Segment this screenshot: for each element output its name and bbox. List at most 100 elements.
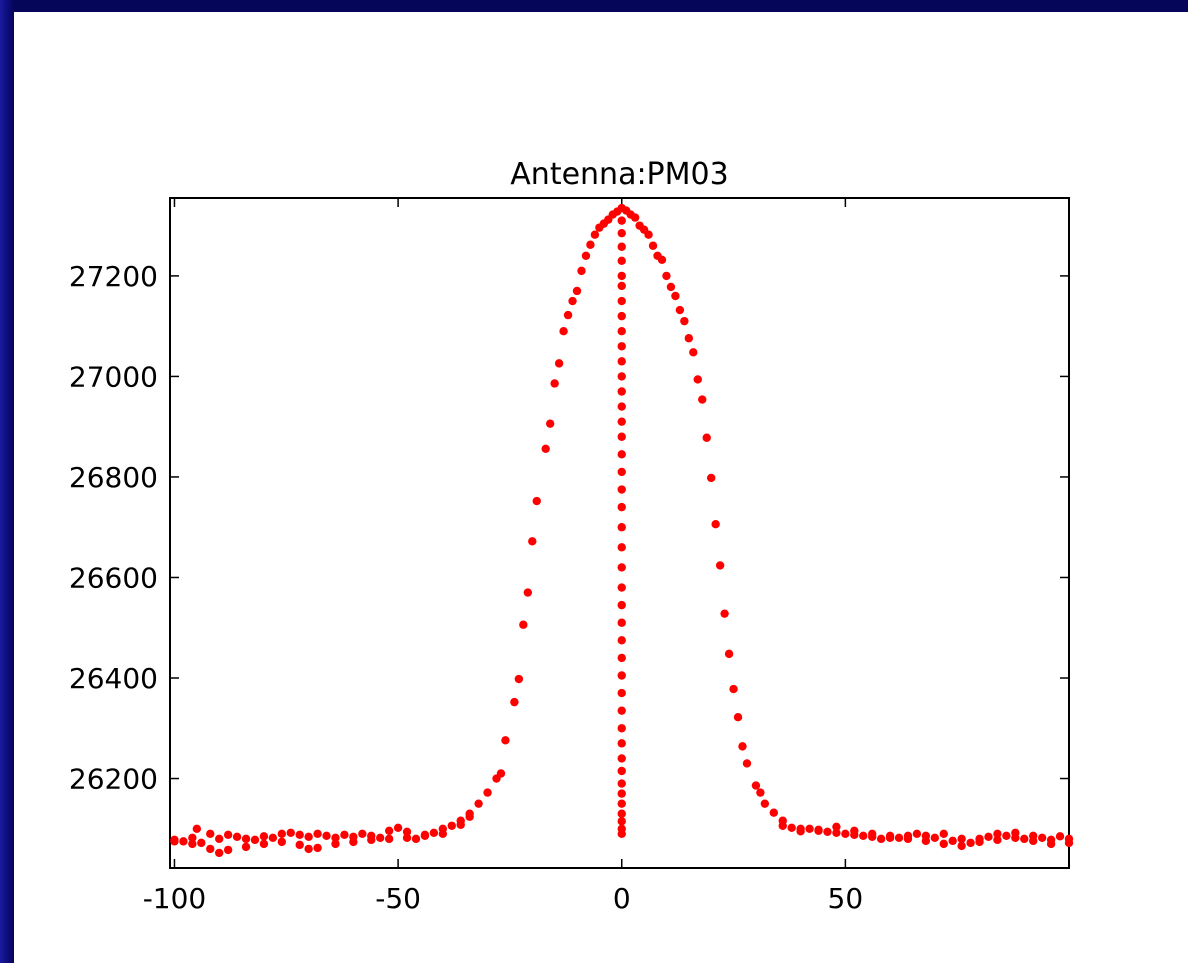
data-point: [666, 282, 676, 292]
data-point: [706, 473, 716, 483]
data-point: [617, 326, 626, 336]
data-point: [358, 829, 367, 839]
data-point: [720, 609, 729, 618]
data-point: [930, 833, 940, 843]
data-point: [192, 824, 202, 833]
data-point: [568, 296, 577, 306]
data-point: [214, 848, 224, 858]
data-point: [295, 830, 304, 840]
y-tick-label: 27200: [69, 260, 158, 293]
y-tick-label: 26800: [69, 461, 158, 494]
data-point: [617, 600, 626, 610]
y-tick-label: 26200: [69, 763, 158, 796]
data-point: [496, 769, 506, 778]
data-point: [617, 467, 626, 477]
axis-ticks: [170, 198, 1069, 868]
data-point: [532, 496, 541, 506]
data-point: [617, 242, 626, 251]
data-point: [975, 837, 984, 847]
data-point: [617, 724, 626, 733]
data-point: [903, 834, 913, 844]
data-point: [1002, 831, 1011, 841]
data-point: [617, 799, 626, 808]
data-point: [617, 829, 626, 839]
data-point: [698, 395, 707, 404]
data-point: [912, 829, 922, 839]
data-point: [241, 834, 251, 844]
data-point: [223, 830, 233, 840]
data-point: [304, 832, 313, 842]
data-point: [581, 251, 591, 261]
data-point: [170, 837, 179, 846]
data-point: [693, 375, 702, 384]
data-point: [483, 788, 492, 797]
data-point: [617, 432, 626, 441]
data-point: [876, 834, 886, 844]
data-point: [179, 837, 188, 846]
data-point: [223, 845, 233, 855]
data-point: [188, 833, 197, 843]
data-point: [805, 824, 814, 833]
data-point: [993, 829, 1002, 839]
data-point: [617, 653, 626, 663]
data-point: [206, 829, 215, 839]
x-tick-label: 0: [613, 882, 631, 915]
data-point: [541, 444, 550, 454]
y-axis-tick-labels: 26200 26400 26600 26800 27000 27200: [69, 260, 158, 796]
data-point: [993, 835, 1002, 845]
data-point: [715, 561, 725, 570]
data-point: [402, 827, 412, 837]
data-point: [823, 827, 832, 837]
data-point: [617, 216, 626, 225]
data-point: [868, 832, 877, 842]
data-point: [420, 831, 430, 841]
data-point: [617, 809, 626, 818]
data-point: [814, 826, 823, 836]
data-point: [617, 357, 626, 366]
data-point: [617, 372, 626, 381]
data-point: [545, 419, 555, 428]
data-point: [474, 799, 483, 808]
data-point: [295, 840, 304, 850]
data-point: [617, 789, 626, 798]
data-point: [232, 832, 242, 842]
data-point: [617, 636, 626, 645]
data-point: [729, 684, 738, 694]
data-point: [429, 828, 439, 838]
y-tick-label: 27000: [69, 360, 158, 393]
data-point: [1037, 833, 1047, 843]
data-point: [760, 799, 770, 808]
data-point: [447, 821, 456, 830]
x-tick-label: 50: [828, 882, 864, 915]
data-point: [617, 271, 626, 281]
x-tick-label: -50: [375, 882, 421, 915]
data-point: [259, 839, 269, 849]
data-point: [957, 834, 966, 844]
data-point: [384, 834, 394, 844]
data-point: [559, 326, 568, 336]
y-tick-label: 26600: [69, 561, 158, 594]
data-point: [617, 228, 626, 238]
data-point: [1055, 832, 1065, 841]
chart-title: Antenna:PM03: [510, 157, 728, 192]
data-point: [841, 829, 850, 839]
data-point: [675, 305, 685, 315]
data-point: [630, 213, 640, 222]
data-point: [259, 832, 269, 841]
data-point: [617, 688, 626, 698]
data-point: [456, 820, 465, 829]
data-point: [617, 402, 626, 411]
data-point: [787, 823, 796, 832]
y-tick-label: 26400: [69, 662, 158, 695]
data-point: [501, 736, 510, 745]
data-point: [796, 824, 805, 833]
data-point: [206, 844, 215, 854]
data-point: [689, 348, 698, 357]
data-point: [313, 843, 322, 853]
data-point: [550, 379, 559, 388]
data-point: [586, 240, 595, 249]
data-point: [349, 837, 358, 847]
data-point: [778, 821, 787, 830]
data-point: [680, 316, 689, 326]
